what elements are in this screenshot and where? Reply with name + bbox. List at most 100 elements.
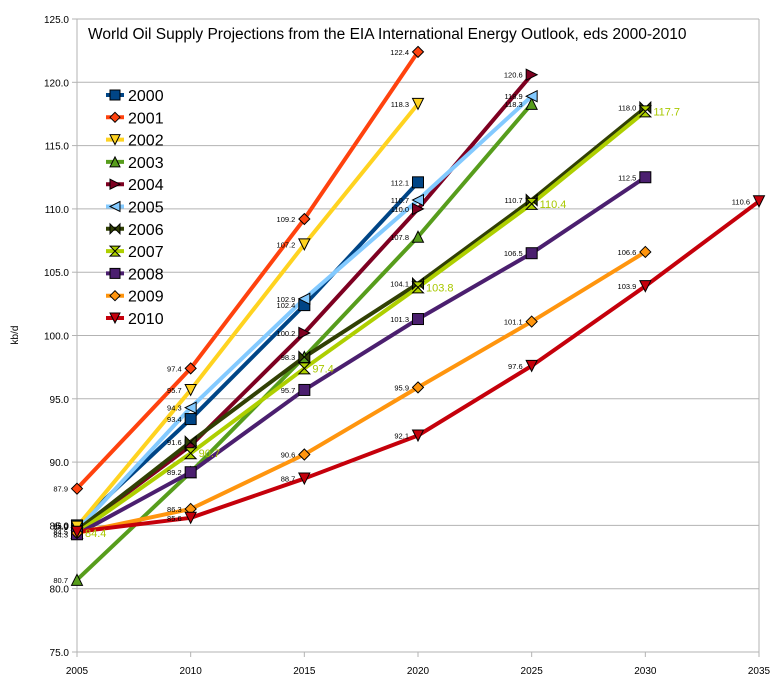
series-2003 [75, 102, 534, 582]
data-label: 110.4 [540, 199, 567, 211]
chart-title: World Oil Supply Projections from the EI… [88, 26, 687, 43]
series-group [70, 45, 766, 586]
marker-triangle-up [411, 230, 425, 243]
marker-diamond [70, 482, 84, 495]
series-2001 [75, 50, 420, 491]
marker-triangle-down [411, 429, 425, 443]
data-label: 118.3 [391, 100, 409, 109]
data-label: 118.3 [504, 100, 522, 109]
y-tick-label: 120.0 [44, 78, 69, 89]
marker-triangle-right [298, 326, 311, 340]
legend-item-2007: 2007 [106, 244, 164, 261]
data-label: 110.0 [391, 205, 409, 214]
axes: 75.0 80.0 85.0 90.0 95.0 100.0 105.0 110.0 115.0… [44, 15, 771, 677]
series-line-2009 [76, 250, 647, 535]
marker-triangle-down [184, 383, 197, 397]
legend-label: 2006 [128, 222, 164, 239]
marker-hourglass [297, 362, 312, 375]
data-label: 86.3 [167, 505, 182, 514]
data-label: 104.1 [390, 280, 409, 289]
marker-triangle-left [525, 89, 538, 103]
legend-item-2000: 2000 [106, 88, 164, 105]
legend-item-2010: 2010 [106, 311, 164, 328]
x-tick-label: 2015 [293, 666, 316, 677]
y-tick-label: 110.0 [45, 205, 70, 216]
series-line-2001 [75, 50, 420, 491]
data-label: 93.4 [167, 415, 182, 424]
marker-square [412, 176, 424, 189]
marker-diamond [639, 245, 652, 259]
data-label: 110.6 [732, 197, 750, 206]
marker-square [109, 267, 121, 279]
data-label: 90.7 [199, 448, 220, 460]
y-tick-label: 75.0 [50, 648, 70, 659]
y-tick-label: 125.0 [44, 15, 69, 26]
legend-item-2002: 2002 [106, 133, 164, 150]
marker-triangle-left [411, 193, 424, 207]
legend-item-2001: 2001 [106, 110, 164, 127]
series-2009 [76, 250, 647, 535]
marker-triangle-down [109, 312, 121, 325]
legend-item-2004: 2004 [106, 177, 164, 194]
marker-diamond [411, 45, 425, 59]
data-label: 102.4 [277, 301, 296, 310]
data-label: 85.6 [167, 514, 182, 523]
marker-hourglass [108, 245, 122, 257]
y-tick-label: 100.0 [44, 332, 69, 343]
data-label: 110.7 [504, 196, 522, 205]
marker-triangle-down [70, 525, 84, 539]
data-label: 87.9 [53, 485, 68, 494]
legend-label: 2003 [128, 155, 164, 172]
marker-triangle-up [109, 155, 121, 168]
marker-triangle-right [525, 68, 539, 82]
marker-hourglass [411, 281, 425, 294]
x-tick-label: 2035 [748, 666, 771, 677]
data-label: 117.7 [653, 106, 680, 118]
data-label: 101.3 [390, 315, 409, 324]
legend-item-2003: 2003 [106, 155, 164, 172]
legend-label: 2009 [128, 289, 164, 306]
marker-triangle-down [184, 511, 197, 525]
series-line-2007 [75, 109, 647, 535]
series-2008 [76, 175, 647, 537]
series-line-2008 [76, 175, 647, 537]
grid-lines [77, 18, 759, 590]
data-label: 94.3 [167, 404, 182, 413]
data-label: 84.5 [53, 528, 68, 537]
data-label: 112.1 [391, 178, 409, 187]
data-label: 80.7 [53, 576, 68, 585]
series-2006 [75, 106, 647, 533]
series-markers-2001 [70, 45, 425, 495]
x-tick-label: 2020 [407, 666, 430, 677]
marker-square [109, 89, 121, 101]
marker-triangle-left [108, 200, 121, 213]
data-label: 92.1 [394, 432, 409, 441]
data-label: 118.9 [504, 92, 522, 101]
marker-triangle-down [639, 280, 652, 293]
data-label: 118.0 [618, 104, 636, 113]
series-line-2002 [75, 102, 420, 528]
marker-triangle-down [752, 195, 766, 208]
series-line-2000 [75, 180, 420, 527]
data-label: 85.0 [53, 521, 68, 530]
y-tick-label: 115.0 [45, 142, 70, 153]
series-line-2003 [75, 102, 534, 582]
data-label: 106.6 [618, 248, 637, 257]
marker-diamond [109, 111, 121, 124]
marker-square [639, 171, 652, 184]
y-tick-label: 80.0 [50, 585, 70, 596]
legend-label: 2007 [128, 244, 164, 261]
data-label: 90.6 [281, 451, 296, 460]
data-label: 102.9 [277, 295, 296, 304]
x-tick-label: 2025 [521, 666, 544, 677]
data-label: 103.8 [426, 282, 454, 294]
data-label: 97.4 [167, 364, 182, 373]
data-label: 101.1 [504, 318, 523, 327]
y-tick-label: 85.0 [50, 521, 70, 532]
series-line-2006 [75, 106, 647, 533]
data-label: 120.6 [504, 71, 523, 80]
legend-label: 2002 [128, 133, 164, 150]
marker-triangle-down [109, 134, 121, 146]
legend-label: 2004 [128, 177, 164, 194]
